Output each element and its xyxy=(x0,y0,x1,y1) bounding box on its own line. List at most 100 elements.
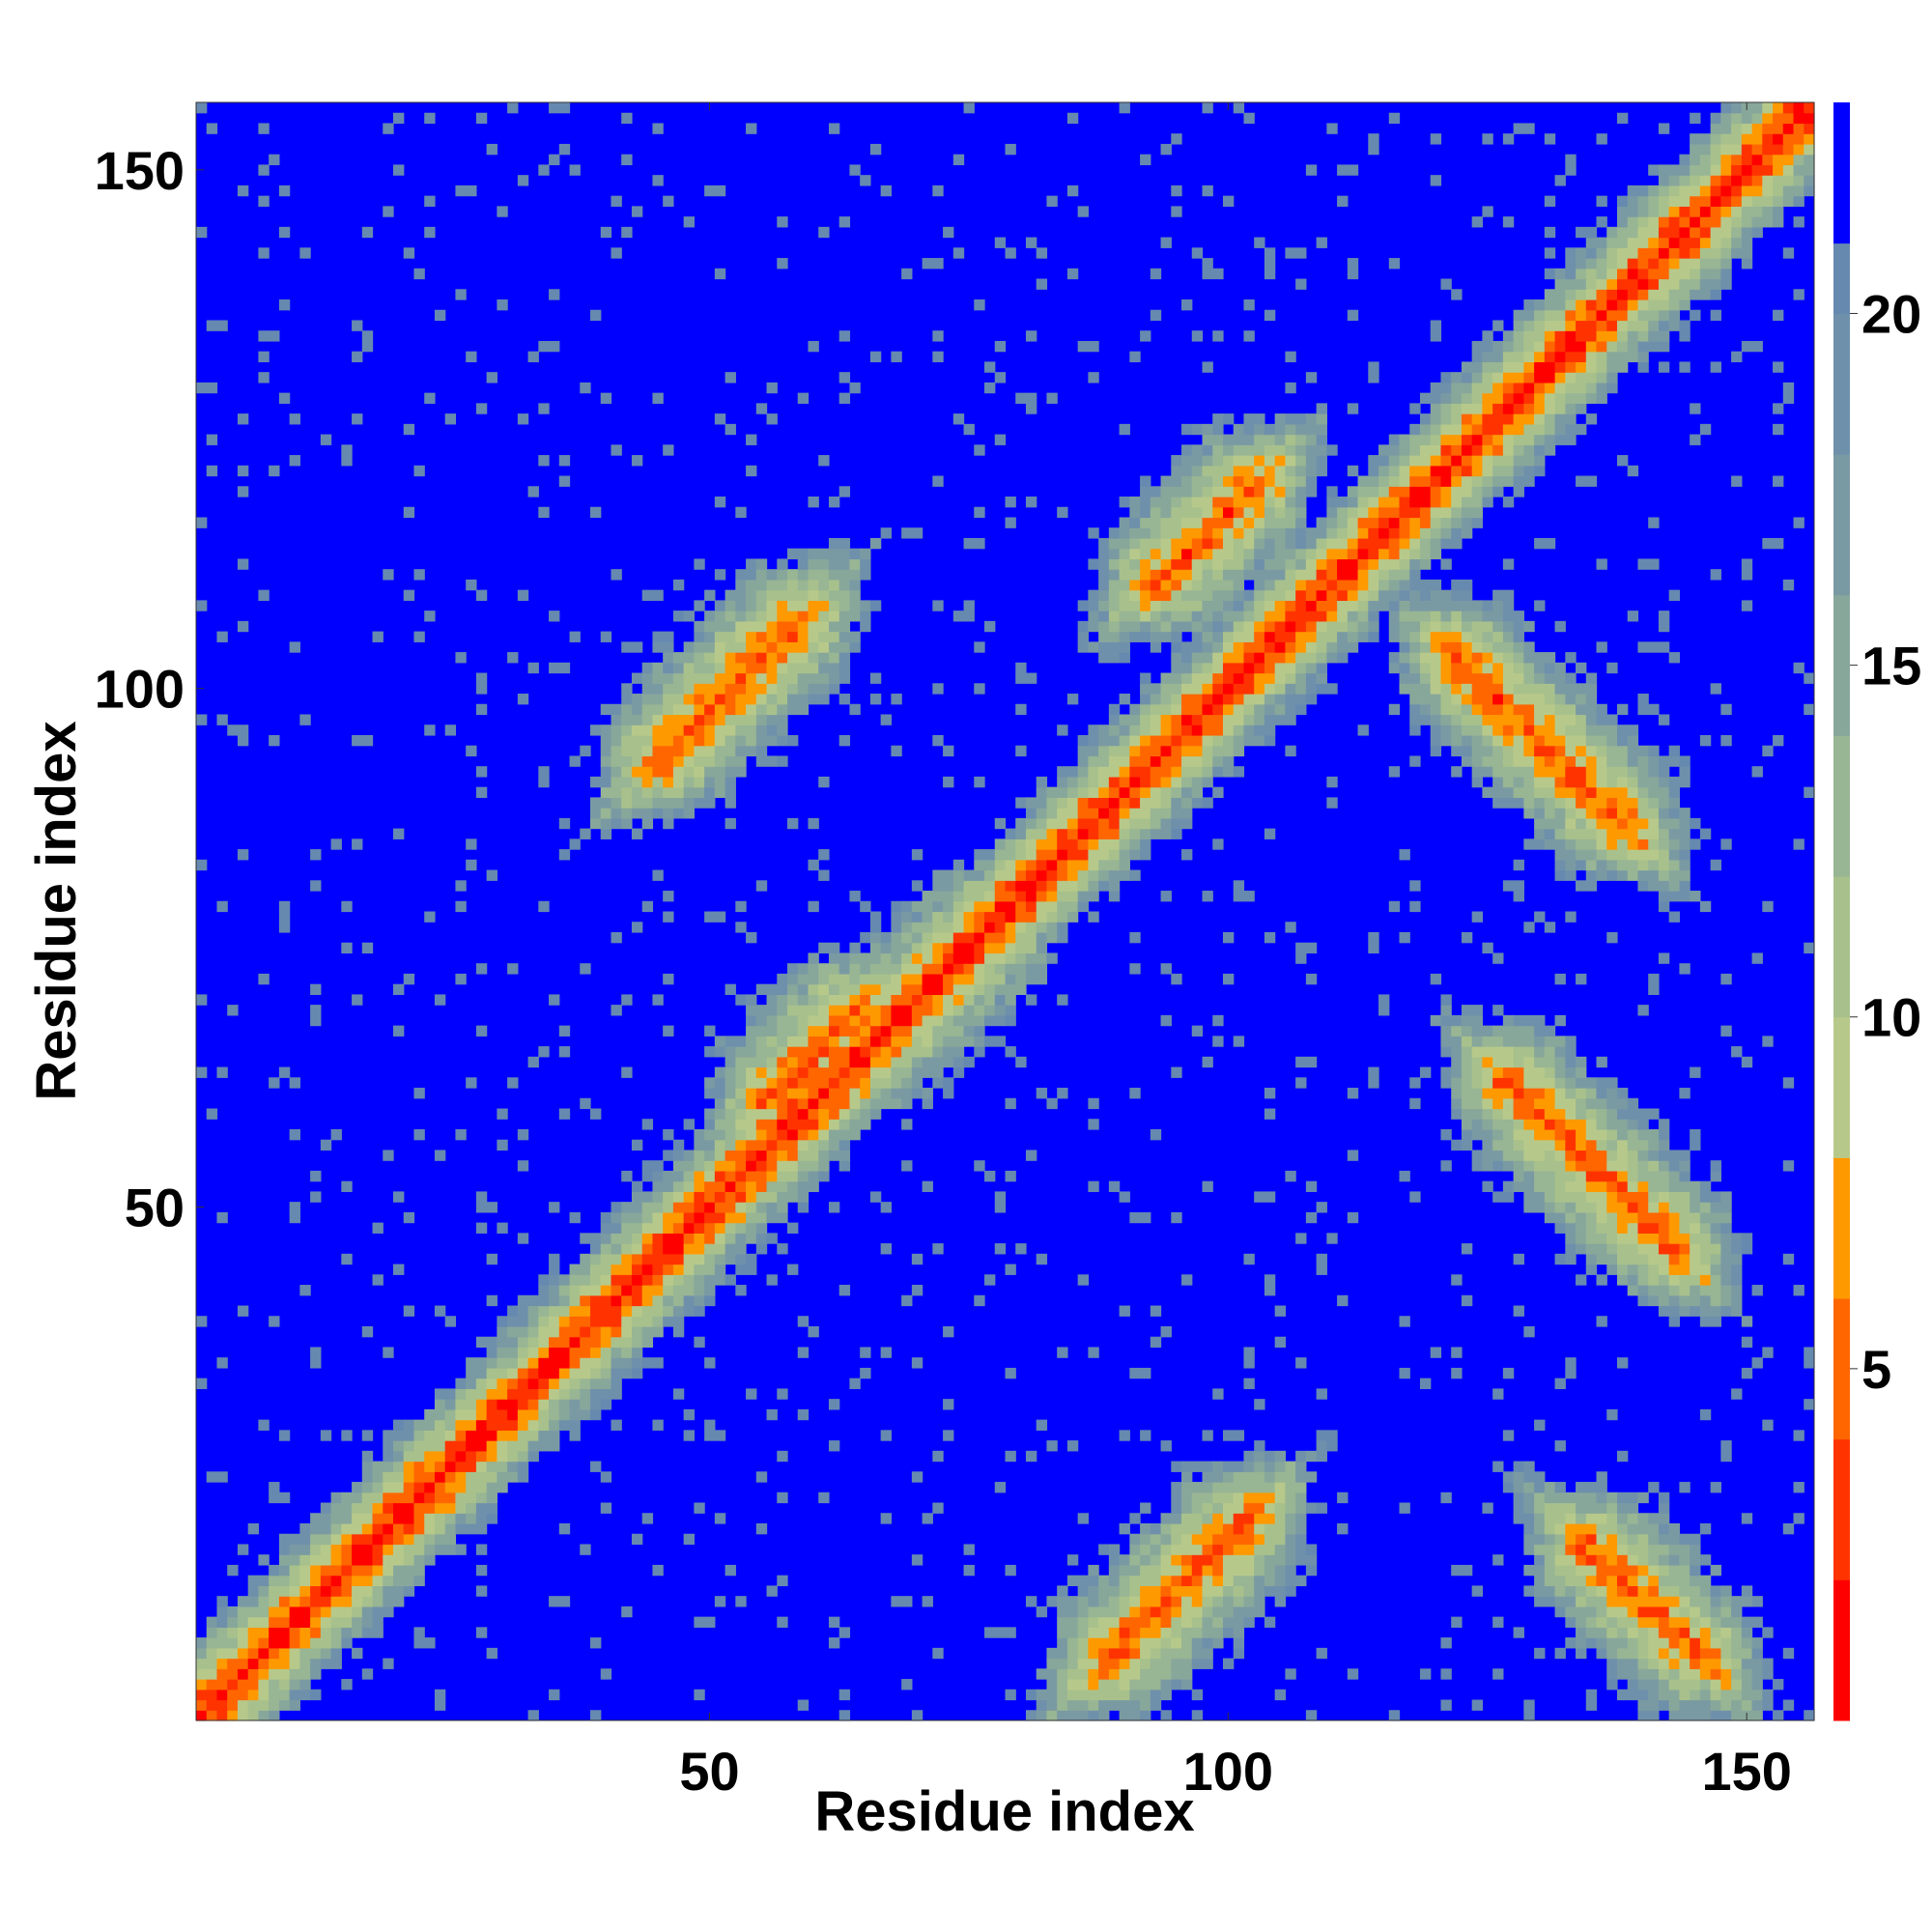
heatmap-cell-run xyxy=(621,1222,643,1234)
heatmap-cell-run xyxy=(1471,382,1493,394)
heatmap-cell-run xyxy=(1710,1274,1721,1286)
heatmap-cell-run xyxy=(1492,1554,1504,1566)
heatmap-cell-run xyxy=(1482,1108,1493,1120)
heatmap-cell-run xyxy=(1658,164,1690,176)
heatmap-cell-run xyxy=(641,1243,654,1255)
heatmap-cell-run xyxy=(1710,1294,1721,1307)
heatmap-cell-run xyxy=(1057,994,1068,1006)
heatmap-cell-run xyxy=(1720,734,1732,747)
heatmap-cell-run xyxy=(1513,1139,1524,1151)
heatmap-cell-run xyxy=(1658,808,1670,819)
heatmap-cell-run xyxy=(1430,330,1442,342)
heatmap-cell-run xyxy=(1606,258,1618,270)
heatmap-cell-run xyxy=(797,983,810,995)
heatmap-cell-run xyxy=(434,1388,457,1400)
heatmap-cell-run xyxy=(1471,1066,1484,1078)
heatmap-cell-run xyxy=(278,392,291,404)
heatmap-cell-run xyxy=(828,973,851,985)
heatmap-cell-run xyxy=(1119,1668,1141,1680)
heatmap-cell-run xyxy=(1616,869,1629,881)
heatmap-cell-run xyxy=(1347,1088,1359,1099)
heatmap-cell-run xyxy=(869,963,902,975)
heatmap-cell-run xyxy=(1160,891,1172,902)
heatmap-cell-run xyxy=(1658,1627,1681,1638)
heatmap-cell-run xyxy=(1129,703,1141,716)
heatmap-cell-run xyxy=(1731,1679,1743,1690)
heatmap-cell-run xyxy=(1191,475,1213,487)
heatmap-cell-run xyxy=(237,1596,260,1607)
heatmap-cell-run xyxy=(1523,922,1535,933)
heatmap-cell-run xyxy=(227,1627,239,1638)
heatmap-cell-run xyxy=(1399,931,1410,944)
heatmap-cell-run xyxy=(1202,683,1213,695)
heatmap-cell-run xyxy=(227,1616,239,1628)
heatmap-cell-run xyxy=(352,1513,374,1524)
heatmap-cell-run xyxy=(475,403,488,414)
heatmap-cell-run xyxy=(1440,434,1463,445)
heatmap-cell-run xyxy=(361,340,374,353)
heatmap-cell-run xyxy=(652,994,664,1006)
heatmap-cell-run xyxy=(196,714,208,725)
heatmap-cell-run xyxy=(1150,776,1162,788)
heatmap-cell-run xyxy=(258,247,270,259)
heatmap-cell-run xyxy=(1212,548,1235,560)
heatmap-cell-run xyxy=(1347,1150,1359,1161)
heatmap-cell-run xyxy=(777,683,788,695)
heatmap-cell-run xyxy=(1502,382,1515,394)
heatmap-cell-run xyxy=(299,714,311,725)
heatmap-cell-run xyxy=(869,1046,882,1058)
heatmap-cell-run xyxy=(1046,880,1058,892)
heatmap-cell-run xyxy=(1409,900,1421,913)
heatmap-cell-run xyxy=(269,1616,291,1628)
heatmap-cell-run xyxy=(1066,786,1079,798)
heatmap-cell-run xyxy=(1129,1513,1141,1524)
heatmap-cell-run xyxy=(1544,1036,1566,1047)
heatmap-cell-run xyxy=(237,185,249,197)
heatmap-cell-run xyxy=(849,1056,871,1068)
heatmap-cell-run xyxy=(1699,828,1712,839)
heatmap-cell-run xyxy=(1616,734,1629,747)
heatmap-cell-run xyxy=(1316,1253,1327,1265)
colorbar-segment xyxy=(1833,1016,1850,1158)
heatmap-cell-run xyxy=(1295,548,1307,560)
heatmap-cell-run xyxy=(1285,1170,1296,1182)
heatmap-cell-run xyxy=(984,1036,1007,1047)
heatmap-cell-run xyxy=(278,900,291,913)
heatmap-cell-run xyxy=(672,734,685,747)
heatmap-cell-run xyxy=(1606,1575,1618,1587)
heatmap-cell-run xyxy=(1627,808,1639,819)
heatmap-cell-run xyxy=(372,631,384,642)
heatmap-cell-run xyxy=(600,1502,612,1514)
heatmap-cell-run xyxy=(735,1066,747,1078)
heatmap-cell-run xyxy=(1212,589,1235,601)
heatmap-cell-run xyxy=(1513,1128,1535,1141)
heatmap-cell-run xyxy=(1430,455,1442,467)
heatmap-cell-run xyxy=(1036,931,1048,944)
heatmap-cell-run xyxy=(1212,611,1224,622)
heatmap-cell-run xyxy=(714,1036,726,1047)
heatmap-cell-run xyxy=(828,497,840,508)
heatmap-cell-run xyxy=(1368,589,1379,601)
heatmap-cell-run xyxy=(1699,1211,1732,1224)
heatmap-cell-run xyxy=(1461,1066,1473,1078)
heatmap-cell-run xyxy=(538,1388,550,1400)
heatmap-cell-run xyxy=(1658,620,1670,633)
heatmap-cell-run xyxy=(1606,1108,1618,1120)
heatmap-cell-run xyxy=(1523,745,1535,757)
heatmap-cell-run xyxy=(1668,797,1681,809)
heatmap-cell-run xyxy=(621,1170,633,1182)
heatmap-cell-run xyxy=(1202,1616,1213,1628)
heatmap-cell-run xyxy=(932,1077,944,1089)
heatmap-cell-run xyxy=(1066,1647,1079,1660)
heatmap-cell-run xyxy=(1202,694,1213,705)
heatmap-cell-run xyxy=(704,185,726,197)
heatmap-cell-run xyxy=(1482,786,1515,798)
heatmap-cell-run xyxy=(683,1233,695,1244)
heatmap-cell-run xyxy=(828,1399,840,1410)
heatmap-cell-run xyxy=(714,745,736,757)
heatmap-cell-run xyxy=(1690,1596,1712,1607)
heatmap-cell-run xyxy=(1699,1616,1712,1628)
heatmap-cell-run xyxy=(1212,1564,1224,1577)
heatmap-cell-run xyxy=(1046,828,1058,839)
heatmap-cell-run xyxy=(838,216,851,228)
